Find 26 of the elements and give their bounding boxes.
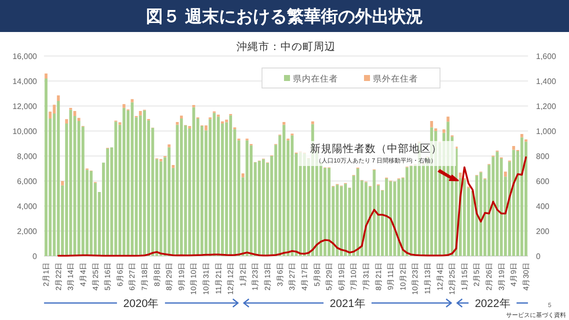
legend-label: 県外在住者 — [373, 74, 418, 84]
text: 2022年 — [474, 298, 510, 310]
y2-tick-label: 600 — [536, 177, 550, 186]
y2-tick-label: 400 — [536, 202, 550, 211]
y2-tick-label: 1,200 — [536, 102, 557, 111]
y2-tick-label: 1,400 — [536, 77, 557, 86]
chart-title: 図５ 週末における繁華街の外出状況 — [146, 7, 423, 26]
y-tick-label: 8,000 — [16, 152, 38, 161]
y-tick-label: 12,000 — [12, 102, 38, 111]
y-tick-label: 10,000 — [12, 127, 38, 136]
y-tick-label: 16,000 — [12, 52, 38, 61]
y2-tick-label: 1,600 — [536, 52, 557, 61]
text: 2021年 — [330, 298, 366, 310]
y2-tick-label: 200 — [536, 227, 550, 236]
text: 2020年 — [123, 298, 159, 310]
y-tick-label: 4,000 — [16, 202, 38, 211]
legend-label: 県内在住者 — [293, 74, 338, 84]
y-tick-label: 6,000 — [16, 177, 38, 186]
y2-tick-label: 1,000 — [536, 127, 557, 136]
y2-tick-label: 0 — [536, 252, 541, 261]
y2-tick-label: 800 — [536, 152, 550, 161]
annotation: 新規陽性者数（中部地区） — [310, 142, 442, 155]
y-tick-label: 2,000 — [16, 227, 38, 236]
y-tick-label: 14,000 — [12, 77, 38, 86]
y-tick-label: 0 — [32, 252, 38, 261]
chart-subtitle: 沖縄市：中の町周辺 — [236, 40, 336, 53]
